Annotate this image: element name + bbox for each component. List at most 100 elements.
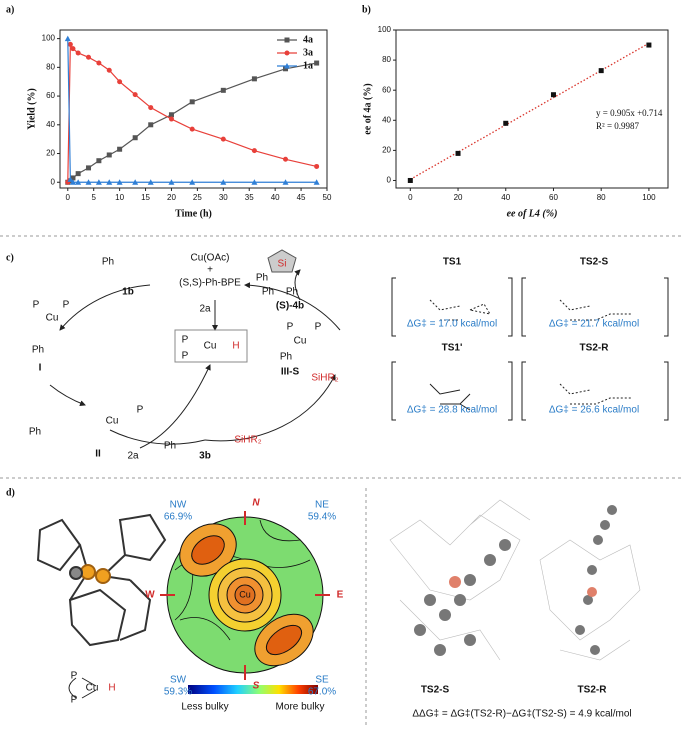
- legend-label: 3a: [303, 47, 313, 58]
- cycle-label: SiHR₂: [234, 435, 261, 446]
- x-tick-label: 30: [219, 193, 228, 202]
- cycle-label: (S,S)-Ph-BPE: [179, 278, 241, 289]
- cycle-label: 2a: [199, 304, 211, 315]
- cycle-label: Cu(OAc): [191, 253, 230, 264]
- series-line: [67, 38, 317, 183]
- x-tick-label: 80: [597, 193, 606, 202]
- marker: [116, 179, 123, 185]
- energy-difference: ΔΔG‡ = ΔG‡(TS2-R)−ΔG‡(TS2-S) = 4.9 kcal/…: [412, 709, 631, 720]
- marker: [168, 116, 174, 122]
- x-tick-label: 20: [167, 193, 176, 202]
- marker: [69, 179, 76, 185]
- x-axis-label: ee of L4 (%): [507, 208, 558, 219]
- marker: [75, 179, 82, 185]
- ts-energy: ΔG‡ = 17.0 kcal/mol: [407, 319, 497, 330]
- marker: [96, 158, 102, 164]
- marker: [132, 135, 138, 141]
- marker: [314, 163, 320, 169]
- marker: [251, 76, 257, 82]
- cycle-label: Ph: [164, 441, 176, 452]
- cycle-arrows: [49, 249, 341, 449]
- ts-energy: ΔG‡ = 21.7 kcal/mol: [549, 319, 639, 330]
- marker: [189, 99, 195, 105]
- marker: [189, 179, 196, 185]
- marker: [148, 122, 154, 128]
- cycle-label: H: [232, 341, 239, 352]
- cycle-label: P: [315, 322, 322, 333]
- series-line: [67, 62, 317, 183]
- scale-label: More bulky: [276, 702, 325, 713]
- marker: [86, 54, 92, 60]
- legend-label: 1a: [303, 60, 313, 71]
- marker: [313, 179, 320, 185]
- ts-brackets: [391, 277, 669, 421]
- cycle-label: 3b: [199, 451, 211, 462]
- cycle-label: Ph: [256, 273, 268, 284]
- marker: [106, 67, 112, 73]
- marker: [106, 179, 113, 185]
- x-tick-label: 10: [115, 193, 124, 202]
- cycle-label: P: [182, 351, 189, 362]
- ts-name: TS1: [443, 257, 462, 268]
- quadrant-value: 66.9%: [164, 512, 192, 523]
- annotation: R² = 0.9987: [596, 121, 640, 131]
- x-axis-label: Time (h): [175, 208, 212, 219]
- marker: [251, 148, 257, 154]
- x-tick-label: 25: [193, 193, 202, 202]
- plot-frame: [395, 29, 669, 189]
- cycle-label: Si: [278, 259, 287, 270]
- marker: [283, 156, 289, 162]
- point: [598, 68, 604, 74]
- scale-label: Less bulky: [181, 702, 228, 713]
- cycle-label: Cu: [204, 341, 217, 352]
- complex-label: P: [71, 695, 78, 706]
- point: [455, 150, 461, 156]
- cycle-label: 2a: [127, 451, 139, 462]
- y-tick-label: 20: [46, 149, 55, 158]
- cycle-label: P: [182, 335, 189, 346]
- cycle-label: (S)-4b: [276, 301, 304, 312]
- marker: [148, 105, 154, 111]
- ts-energy: ΔG‡ = 26.6 kcal/mol: [549, 405, 639, 416]
- structure-label: TS2-S: [421, 685, 450, 696]
- marker: [75, 50, 81, 56]
- cycle-label: P: [33, 300, 40, 311]
- y-axis-label: Yield (%): [26, 88, 37, 130]
- x-tick-label: 60: [549, 193, 558, 202]
- complex-label: H: [108, 683, 115, 694]
- marker: [117, 146, 123, 152]
- panel-label: d): [6, 487, 15, 498]
- cycle-label: Cu: [46, 313, 59, 324]
- marker: [95, 179, 102, 185]
- marker: [106, 152, 112, 158]
- steric-map: [160, 511, 330, 694]
- marker: [132, 92, 138, 98]
- legend-label: 4a: [303, 34, 313, 45]
- quadrant-name: NW: [170, 500, 187, 511]
- series-line: [67, 42, 317, 183]
- marker: [284, 37, 290, 43]
- marker: [220, 136, 226, 142]
- y-tick-label: 40: [382, 115, 391, 124]
- marker: [168, 179, 175, 185]
- ts-energy: ΔG‡ = 28.8 kcal/mol: [407, 405, 497, 416]
- cycle-label: Ph: [262, 287, 274, 298]
- cycle-label: 1b: [122, 287, 134, 298]
- x-tick-label: 40: [271, 193, 280, 202]
- x-tick-label: 0: [408, 193, 413, 202]
- x-tick-label: 40: [501, 193, 510, 202]
- molecule-left: [36, 513, 167, 647]
- cycle-label: Cu: [106, 416, 119, 427]
- point: [646, 42, 652, 48]
- marker: [168, 112, 174, 118]
- x-tick-label: 15: [141, 193, 150, 202]
- y-tick-label: 20: [382, 145, 391, 154]
- marker: [86, 165, 92, 171]
- x-tick-label: 45: [297, 193, 306, 202]
- plot-frame: [59, 29, 328, 189]
- point: [550, 92, 556, 98]
- x-tick-label: 35: [245, 193, 254, 202]
- ts-name: TS1': [442, 343, 463, 354]
- compass-label: E: [337, 590, 344, 601]
